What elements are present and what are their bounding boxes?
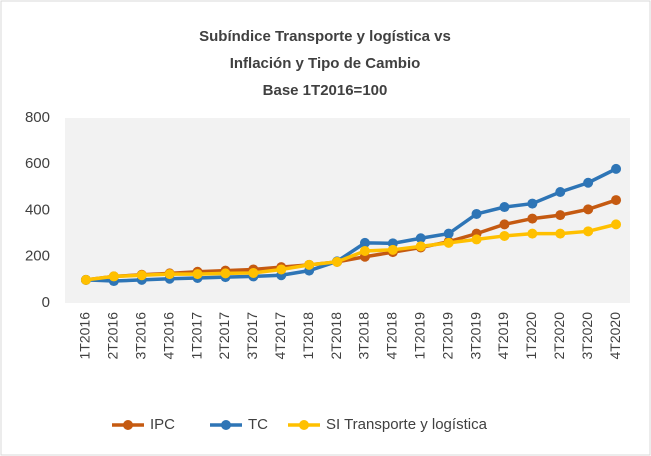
chart-title: Inflación y Tipo de Cambio: [230, 55, 421, 72]
x-tick-label: 3T2019: [467, 312, 483, 360]
chart-title: Subíndice Transporte y logística vs: [199, 28, 451, 45]
point: [108, 271, 119, 282]
point: [276, 264, 287, 275]
point: [164, 269, 175, 280]
point: [304, 259, 315, 270]
point: [555, 210, 566, 221]
point: [443, 237, 454, 248]
x-tick-label: 2T2017: [216, 312, 232, 360]
x-tick-label: 2T2019: [439, 312, 455, 360]
point: [527, 198, 538, 209]
x-tick-label: 4T2016: [160, 312, 176, 360]
point: [583, 177, 594, 188]
x-tick-label: 2T2018: [328, 312, 344, 360]
y-tick-label: 400: [25, 201, 50, 218]
legend-label: SI Transporte y logística: [326, 416, 488, 433]
x-tick-label: 3T2017: [244, 312, 260, 360]
point: [332, 256, 343, 267]
x-tick-label: 1T2020: [523, 312, 539, 360]
y-tick-label: 600: [25, 155, 50, 172]
point: [443, 228, 454, 239]
point: [471, 208, 482, 219]
point: [248, 267, 259, 278]
y-tick-label: 800: [25, 109, 50, 126]
point: [499, 219, 510, 230]
plot-area: [65, 118, 630, 303]
point: [499, 230, 510, 241]
point: [471, 234, 482, 245]
x-tick-label: 4T2018: [384, 312, 400, 360]
x-tick-label: 3T2020: [579, 312, 595, 360]
point: [611, 219, 622, 230]
point: [583, 204, 594, 215]
y-tick-label: 200: [25, 248, 50, 265]
x-tick-label: 3T2016: [132, 312, 148, 360]
x-tick-label: 4T2017: [272, 312, 288, 360]
x-tick-label: 2T2016: [105, 312, 121, 360]
point: [359, 237, 370, 248]
point: [192, 269, 203, 280]
legend-marker: [221, 420, 231, 430]
point: [359, 245, 370, 256]
point: [415, 233, 426, 244]
point: [415, 241, 426, 252]
point: [527, 228, 538, 239]
point: [499, 202, 510, 213]
x-tick-label: 1T2018: [300, 312, 316, 360]
legend-marker: [299, 420, 309, 430]
x-tick-label: 1T2019: [411, 312, 427, 360]
point: [136, 270, 147, 281]
legend-label: TC: [248, 416, 268, 433]
x-tick-label: 3T2018: [356, 312, 372, 360]
point: [611, 163, 622, 174]
x-tick-label: 1T2017: [188, 312, 204, 360]
point: [555, 187, 566, 197]
legend-marker: [123, 420, 133, 430]
legend-label: IPC: [150, 416, 175, 433]
point: [611, 195, 622, 206]
x-tick-label: 4T2020: [607, 312, 623, 360]
chart-title: Base 1T2016=100: [263, 82, 388, 99]
x-tick-label: 1T2016: [77, 312, 93, 360]
point: [555, 228, 566, 239]
point: [220, 268, 231, 279]
point: [80, 274, 91, 285]
x-tick-label: 2T2020: [551, 312, 567, 360]
point: [387, 244, 398, 255]
y-tick-label: 0: [42, 294, 50, 311]
x-tick-label: 4T2019: [495, 312, 511, 360]
point: [527, 213, 538, 224]
point: [583, 226, 594, 237]
